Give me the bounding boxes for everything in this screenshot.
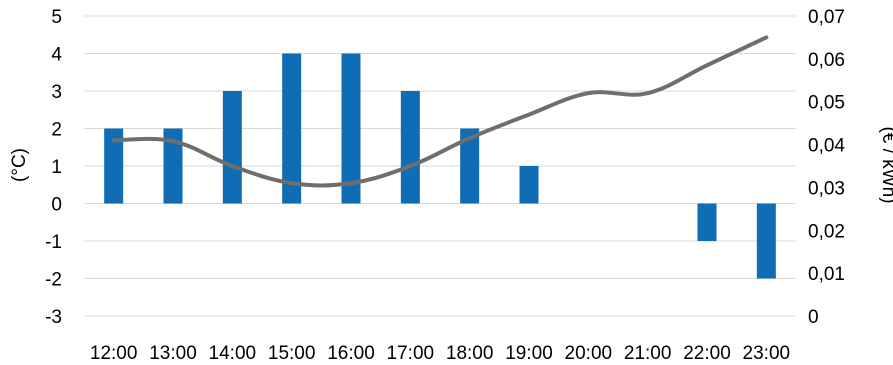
right-tick-label: 0,03 (808, 178, 845, 199)
bar-series (104, 53, 776, 279)
right-tick-label: 0,01 (808, 264, 845, 285)
gridlines (84, 15, 796, 317)
right-tick-label: 0 (808, 307, 819, 328)
left-axis-ticks: -3 -2 -1 0 1 2 3 4 5 (45, 7, 62, 328)
left-tick-label: 0 (51, 195, 62, 216)
right-tick-label: 0,05 (808, 93, 845, 114)
bar (222, 91, 242, 204)
right-tick-label: 0,06 (808, 50, 845, 71)
x-tick-label: 16:00 (327, 343, 375, 364)
left-tick-label: 5 (51, 7, 62, 28)
bar (519, 166, 539, 204)
bar (163, 128, 183, 204)
left-tick-label: 3 (51, 82, 62, 103)
left-axis-title: (°C) (9, 148, 30, 182)
x-tick-label: 22:00 (683, 343, 731, 364)
bar (756, 203, 776, 279)
bar (697, 203, 717, 241)
right-axis-title: (€ / kWh) (878, 126, 893, 203)
bar (104, 128, 124, 204)
left-tick-label: 1 (51, 157, 62, 178)
x-tick-label: 19:00 (505, 343, 553, 364)
right-tick-label: 0,04 (808, 136, 845, 157)
right-tick-label: 0,07 (808, 7, 845, 28)
x-tick-label: 12:00 (90, 343, 138, 364)
bar (400, 91, 420, 204)
price-line (111, 35, 769, 188)
left-tick-label: -2 (45, 270, 62, 291)
bar (460, 128, 480, 204)
x-tick-label: 17:00 (387, 343, 435, 364)
left-tick-label: -1 (45, 232, 62, 253)
x-tick-label: 20:00 (565, 343, 613, 364)
bar (341, 53, 361, 204)
left-tick-label: 4 (51, 45, 62, 66)
x-tick-label: 13:00 (149, 343, 197, 364)
x-tick-label: 18:00 (446, 343, 494, 364)
x-tick-label: 23:00 (743, 343, 791, 364)
x-tick-label: 21:00 (624, 343, 672, 364)
left-tick-label: 2 (51, 120, 62, 141)
left-tick-label: -3 (45, 307, 62, 328)
line-series (111, 35, 769, 188)
x-tick-label: 15:00 (268, 343, 316, 364)
x-tick-label: 14:00 (209, 343, 257, 364)
right-axis-ticks: 0 0,01 0,02 0,03 0,04 0,05 0,06 0,07 (808, 7, 845, 328)
x-axis-ticks: 12:00 13:00 14:00 15:00 16:00 17:00 18:00 19:00… (90, 343, 790, 364)
right-tick-label: 0,02 (808, 221, 845, 242)
bar (282, 53, 302, 204)
